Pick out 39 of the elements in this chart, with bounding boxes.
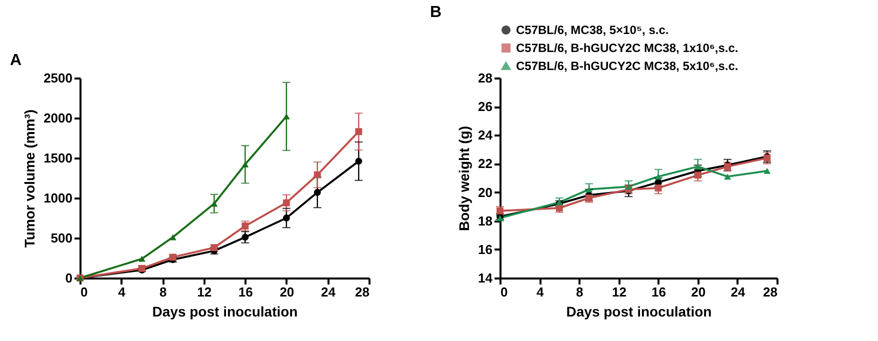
y-axis-title: Body weight (g) [456, 126, 472, 231]
y-tick-label: 16 [478, 242, 492, 257]
x-axis-title: Days post inoculation [152, 304, 298, 320]
x-tick-label: 0 [80, 284, 88, 300]
x-tick-label: 16 [238, 284, 253, 300]
x-tick-label: 8 [159, 284, 167, 300]
y-axis-title: Tumor volume (mm³) [22, 109, 38, 248]
x-tick-label: 0 [500, 284, 508, 300]
y-tick-label: 2500 [44, 70, 72, 86]
y-tick-label: 2000 [44, 110, 72, 126]
x-tick-label: 24 [730, 284, 746, 300]
y-tick-label: 1500 [44, 150, 72, 166]
x-tick-label: 28 [355, 284, 370, 300]
x-tick-label: 20 [691, 284, 706, 300]
y-tick-label: 22 [478, 156, 492, 172]
x-axis-title: Days post inoculation [566, 304, 712, 320]
x-tick-label: 24 [320, 284, 336, 300]
x-tick-label: 16 [652, 284, 666, 300]
y-tick-label: 14 [478, 270, 494, 286]
y-tick-label: 1000 [44, 190, 72, 206]
x-tick-label: 12 [612, 284, 626, 300]
x-tick-label: 12 [197, 284, 212, 300]
y-tick-label: 500 [50, 230, 72, 246]
legend-label: C57BL/6, MC38, 5×10⁵, s.c. [516, 23, 669, 37]
y-tick-label: 24 [478, 128, 494, 143]
y-tick-label: 18 [478, 213, 492, 228]
y-tick-label: 26 [478, 99, 492, 114]
chart-title: A [10, 52, 22, 69]
legend-label: C57BL/6, B-hGUCY2C MC38, 1x10⁶,s.c. [516, 41, 738, 55]
x-tick-label: 4 [536, 284, 544, 300]
y-tick-label: 0 [65, 270, 72, 286]
legend-label: C57BL/6, B-hGUCY2C MC38, 5x10⁶,s.c. [516, 59, 738, 73]
x-tick-label: 28 [763, 284, 778, 300]
chart-title: B [430, 4, 442, 21]
x-tick-label: 4 [118, 284, 126, 300]
y-tick-label: 28 [478, 70, 492, 86]
y-tick-label: 20 [478, 184, 492, 200]
x-tick-label: 8 [576, 284, 584, 300]
x-tick-label: 20 [280, 284, 294, 300]
